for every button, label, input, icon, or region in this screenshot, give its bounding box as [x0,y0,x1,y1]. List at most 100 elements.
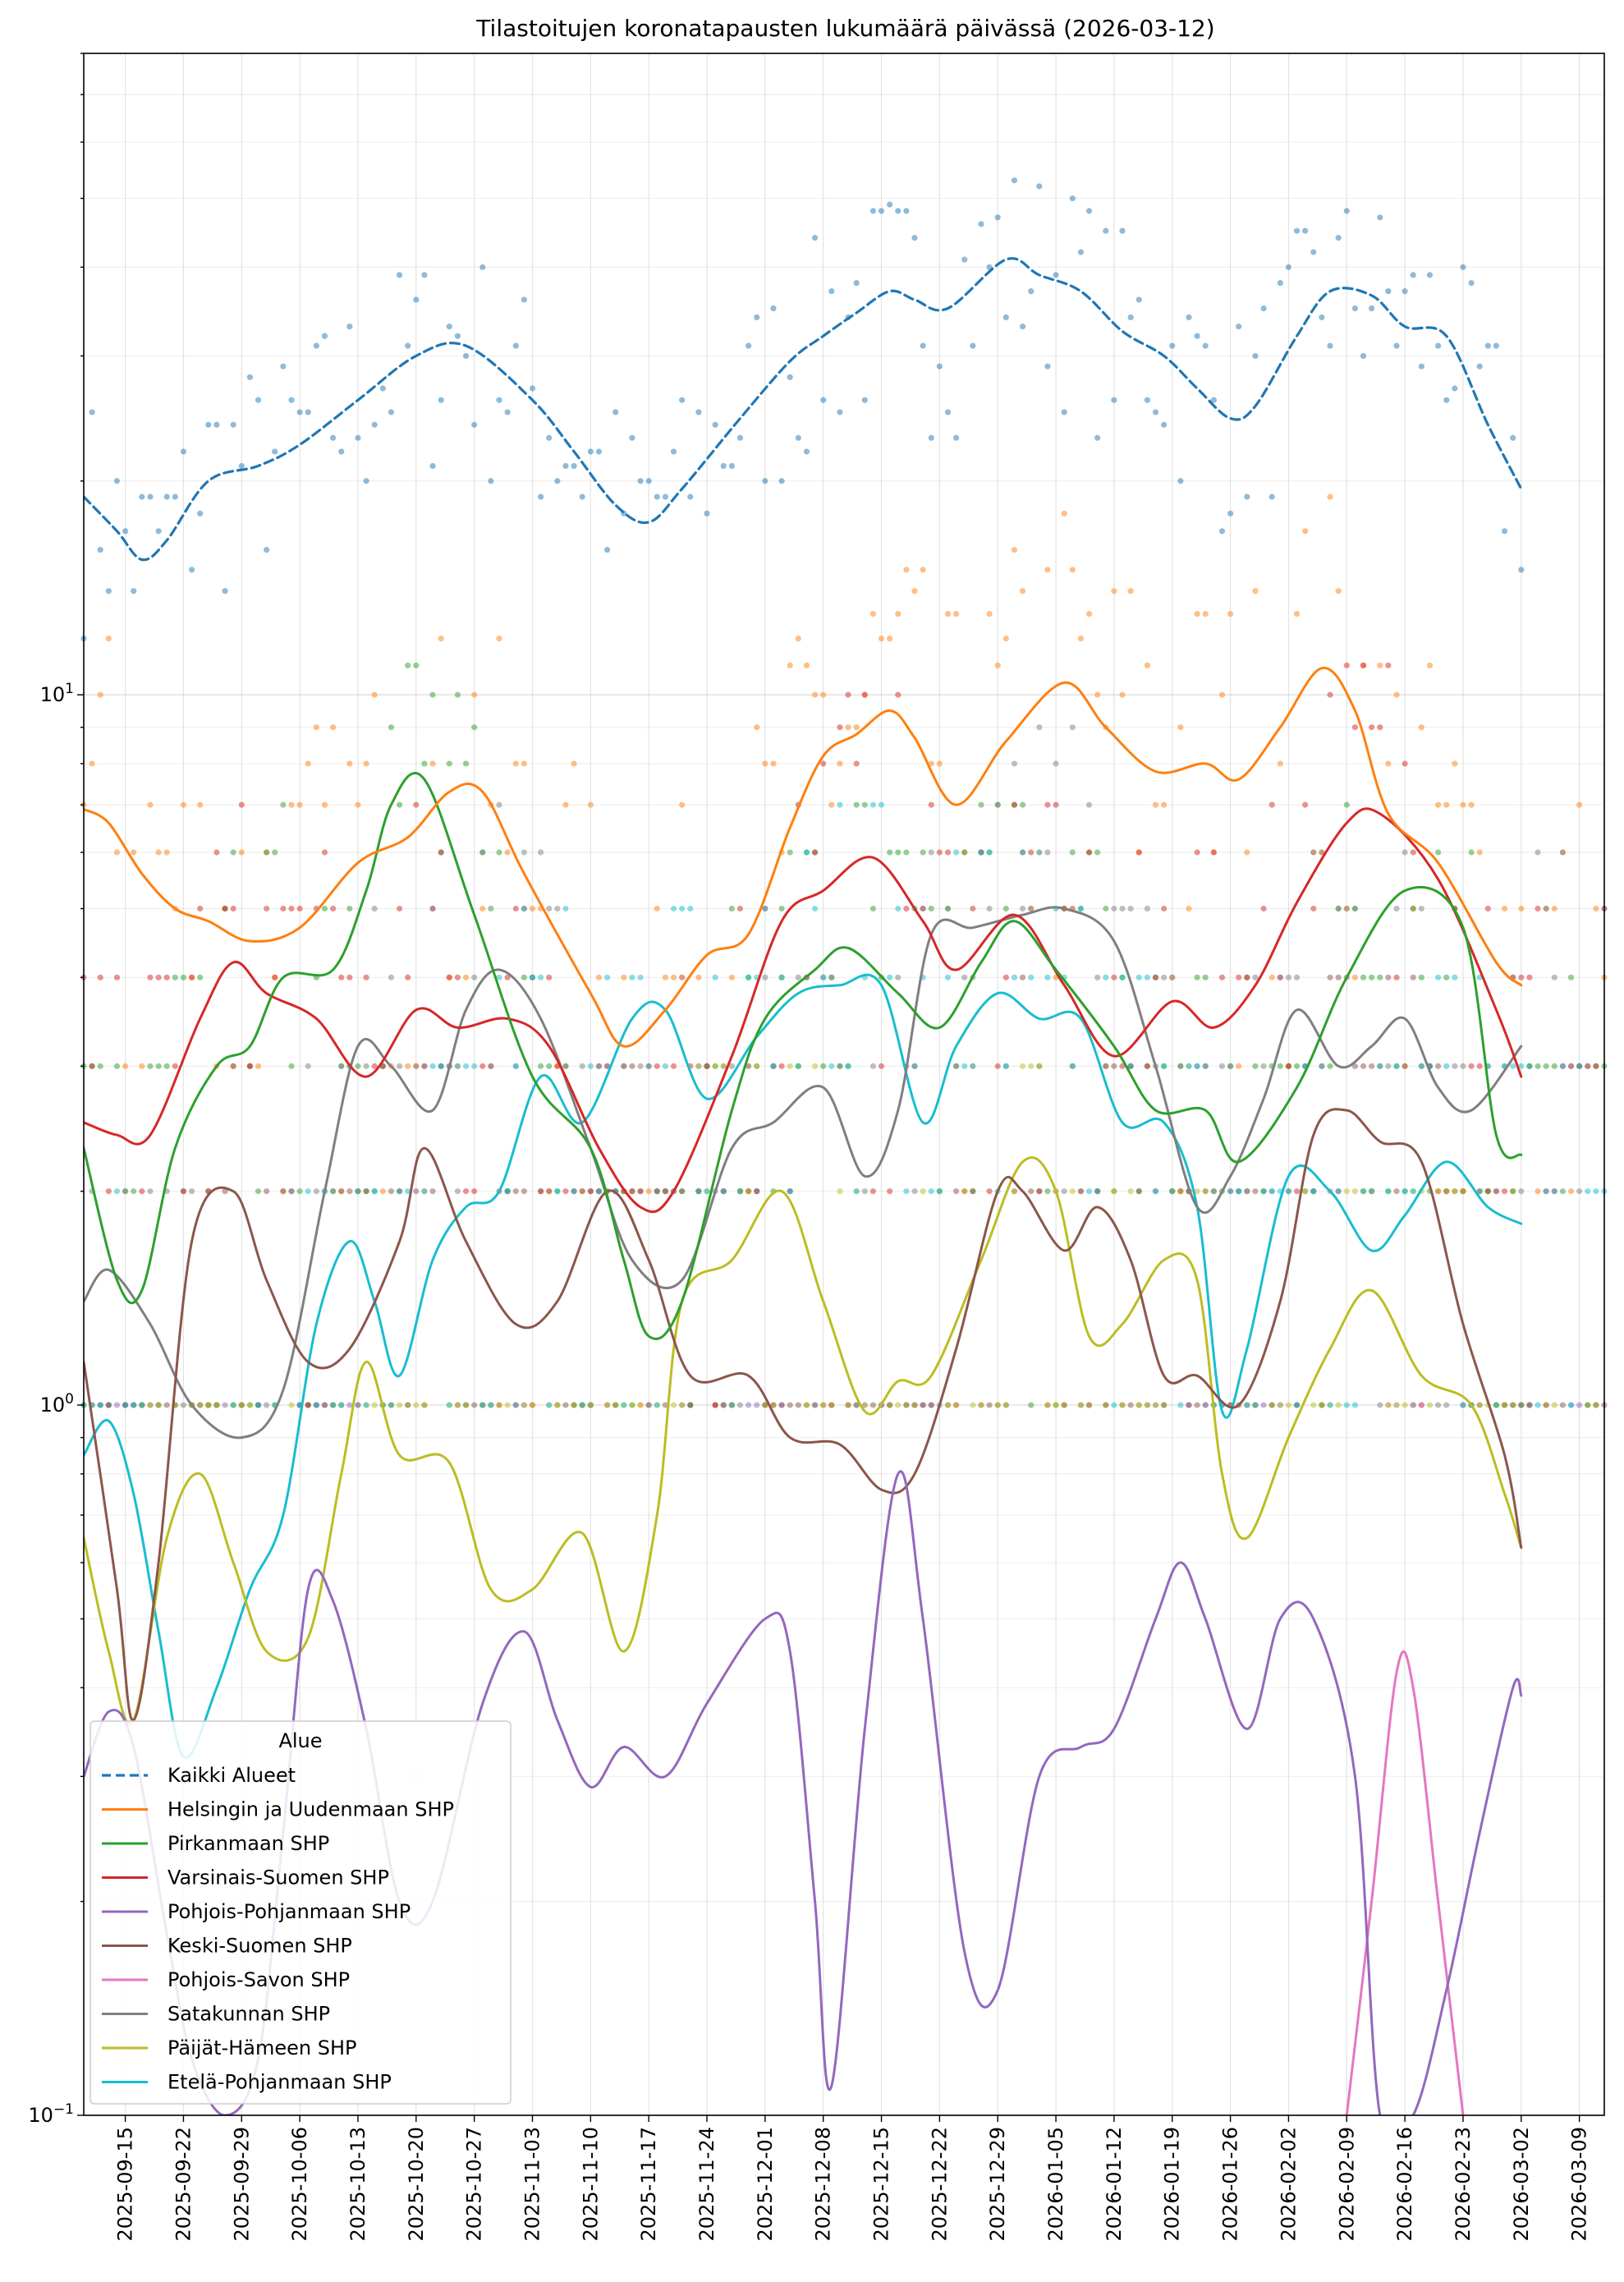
data-point [562,801,569,808]
data-point [1443,801,1450,808]
data-point [113,974,121,980]
data-point [429,1188,436,1195]
x-tick-label: 2026-02-23 [1452,2127,1475,2241]
data-point [1402,1063,1408,1069]
data-point [828,288,835,295]
data-point [280,801,287,808]
data-point [1161,905,1168,912]
data-point [421,272,428,278]
data-point [770,305,777,312]
data-point [562,1063,569,1069]
data-point [338,1188,345,1195]
data-point [728,462,735,470]
data-point [1186,1402,1192,1408]
data-point [704,510,710,517]
data-point [1460,264,1466,270]
data-point [1460,801,1466,808]
data-point [1028,974,1034,980]
data-point [670,1063,677,1069]
data-point [778,478,785,484]
data-point [1227,1063,1234,1069]
data-point [330,724,337,731]
data-point [1144,974,1150,980]
data-point [1236,324,1242,330]
data-point [1227,1188,1234,1195]
series-line [84,772,1523,1340]
data-point [845,691,851,698]
data-point [1127,588,1134,595]
data-point [869,1402,877,1408]
data-point [1476,1402,1483,1408]
data-point [787,1063,793,1069]
data-point [188,974,195,980]
data-point [1559,1188,1566,1195]
data-point [1111,1402,1117,1408]
data-point [296,905,303,912]
data-point [1152,1188,1159,1195]
x-tick-label: 2025-09-22 [172,2127,195,2241]
data-point [1551,1063,1557,1069]
data-point [736,1402,744,1408]
data-point [471,724,478,731]
data-point [861,1402,868,1408]
data-point [579,1402,585,1408]
data-point [230,421,236,428]
data-point [1268,1188,1275,1195]
data-point [1252,352,1259,360]
data-point [1127,1063,1134,1069]
data-point [629,974,635,980]
data-point [803,849,810,856]
data-point [1069,195,1076,202]
data-point [612,409,619,416]
data-point [869,1063,877,1069]
data-point [820,691,827,698]
data-point [139,494,145,500]
data-point [1227,510,1234,517]
data-point [770,1063,777,1069]
data-point [1085,1188,1093,1195]
data-point [454,1402,461,1408]
data-point [180,1402,187,1408]
data-point [1385,1188,1392,1195]
data-point [388,724,395,731]
data-point [438,849,444,856]
data-point [1518,567,1525,573]
data-point [1252,588,1259,595]
data-point [1434,1063,1442,1069]
data-point [1260,1402,1267,1408]
data-point [1535,1063,1541,1069]
data-point [587,448,594,455]
data-point [521,1402,527,1408]
data-point [603,546,611,553]
data-point [787,1402,793,1408]
data-point [1011,177,1018,184]
data-point [305,1402,311,1408]
data-point [230,1402,236,1408]
data-point [629,434,635,441]
data-point [264,905,270,912]
data-point [1293,1188,1301,1195]
x-tick-label: 2026-02-16 [1393,2127,1416,2241]
data-point [1302,1188,1309,1195]
data-point [504,409,511,416]
data-point [180,448,187,455]
data-point [579,1188,585,1195]
data-point [1476,1063,1483,1069]
data-point [645,1188,652,1195]
data-point [811,1063,819,1069]
data-point [1510,1188,1516,1195]
data-point [654,1063,660,1069]
data-point [305,1188,311,1195]
data-point [1360,352,1367,360]
data-point [1476,849,1483,856]
data-point [105,1402,112,1408]
data-point [1044,1402,1051,1408]
data-point [554,1402,561,1408]
data-point [379,385,386,392]
data-point [795,1402,801,1408]
data-point [1493,1402,1500,1408]
data-point [197,510,204,517]
data-point [288,905,295,912]
data-point [953,610,960,618]
x-tick-label: 2026-01-19 [1161,2127,1184,2241]
